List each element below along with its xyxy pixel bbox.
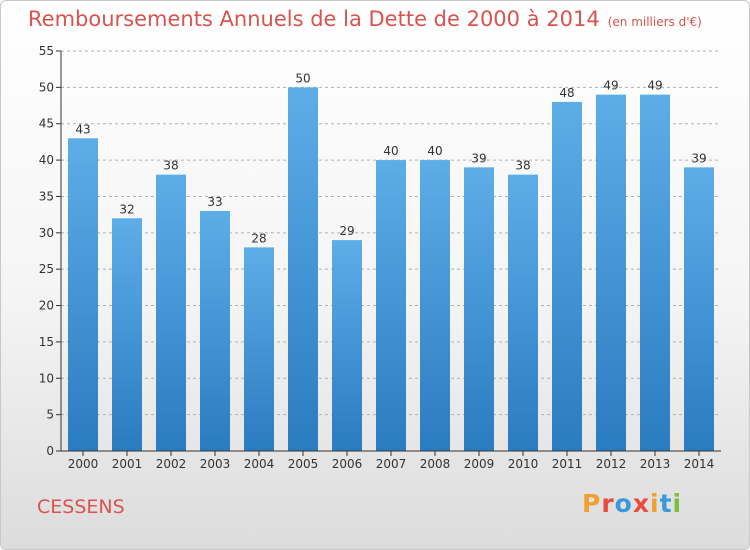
bar-2009[interactable] xyxy=(464,167,494,451)
data-label-2000: 43 xyxy=(75,122,90,136)
bar-2002[interactable] xyxy=(156,174,186,452)
x-tick-label-2009: 2009 xyxy=(464,457,495,471)
y-tick-label: 0 xyxy=(46,444,54,458)
data-label-2004: 28 xyxy=(251,231,266,245)
logo-letter: x xyxy=(632,489,650,518)
bar-2008[interactable] xyxy=(420,160,450,451)
data-label-2005: 50 xyxy=(295,71,310,85)
y-tick-label: 50 xyxy=(39,80,54,94)
bar-2005[interactable] xyxy=(288,87,318,451)
bar-2006[interactable] xyxy=(332,240,362,451)
y-tick-label: 35 xyxy=(39,189,54,203)
data-label-2011: 48 xyxy=(559,86,574,100)
chart-title: Remboursements Annuels de la Dette de 20… xyxy=(28,7,702,31)
x-tick-label-2013: 2013 xyxy=(640,457,671,471)
x-tick-label-2007: 2007 xyxy=(376,457,407,471)
data-label-2008: 40 xyxy=(427,144,442,158)
unit-label: (en milliers d'€) xyxy=(607,15,702,29)
y-tick-label: 20 xyxy=(39,299,54,313)
x-tick-label-2000: 2000 xyxy=(68,457,99,471)
bar-2001[interactable] xyxy=(112,218,142,451)
x-tick-label-2008: 2008 xyxy=(420,457,451,471)
logo-letter: r xyxy=(601,489,615,518)
bar-2003[interactable] xyxy=(200,211,230,451)
data-label-2010: 38 xyxy=(515,159,530,173)
x-tick-label-2005: 2005 xyxy=(288,457,319,471)
bar-2012[interactable] xyxy=(596,94,626,452)
commune-name: CESSENS xyxy=(37,496,125,518)
title-text: Remboursements Annuels de la Dette de 20… xyxy=(28,7,600,31)
data-label-2013: 49 xyxy=(647,79,662,93)
bar-2000[interactable] xyxy=(68,138,98,452)
data-label-2014: 39 xyxy=(691,151,706,165)
x-tick-label-2012: 2012 xyxy=(596,457,627,471)
x-tick-label-2006: 2006 xyxy=(332,457,363,471)
bar-2011[interactable] xyxy=(552,101,582,451)
y-tick-label: 10 xyxy=(39,371,54,385)
x-tick-label-2014: 2014 xyxy=(684,457,715,471)
bars: 43 32 38 33 28 50 29 40 40 39 38 48 49 49 39 xyxy=(68,71,714,452)
data-label-2009: 39 xyxy=(471,151,486,165)
y-tick-label: 40 xyxy=(39,153,54,167)
data-label-2002: 38 xyxy=(163,159,178,173)
x-tick-label-2010: 2010 xyxy=(508,457,539,471)
x-tick-label-2001: 2001 xyxy=(112,457,143,471)
data-label-2003: 33 xyxy=(207,195,222,209)
data-label-2001: 32 xyxy=(119,202,134,216)
proxiti-logo[interactable]: Proxiti xyxy=(582,489,682,518)
logo-letter: t xyxy=(659,489,673,518)
bar-2004[interactable] xyxy=(244,247,274,451)
x-tick-label-2002: 2002 xyxy=(156,457,187,471)
logo-letter: i xyxy=(650,489,660,518)
y-tick-label: 30 xyxy=(39,226,54,240)
bar-2014[interactable] xyxy=(684,167,714,451)
data-label-2006: 29 xyxy=(339,224,354,238)
y-tick-label: 5 xyxy=(46,408,54,422)
logo-letter: P xyxy=(582,489,602,518)
y-tick-label: 45 xyxy=(39,117,54,131)
logo-letter: i xyxy=(672,489,683,518)
data-label-2007: 40 xyxy=(383,144,398,158)
bar-2013[interactable] xyxy=(640,94,670,452)
x-tick-label-2004: 2004 xyxy=(244,457,275,471)
y-tick-label: 25 xyxy=(39,262,54,276)
logo-letter: o xyxy=(614,489,633,518)
x-tick-label-2011: 2011 xyxy=(552,457,583,471)
x-tick-label-2003: 2003 xyxy=(200,457,231,471)
bar-2007[interactable] xyxy=(376,160,406,451)
y-tick-label: 15 xyxy=(39,335,54,349)
bar-2010[interactable] xyxy=(508,174,538,452)
data-label-2012: 49 xyxy=(603,79,618,93)
y-tick-label: 55 xyxy=(39,44,54,58)
axes: 0 5 10 15 20 25 30 35 40 45 50 55 2000 2001 2002 2003 20… xyxy=(39,44,721,471)
